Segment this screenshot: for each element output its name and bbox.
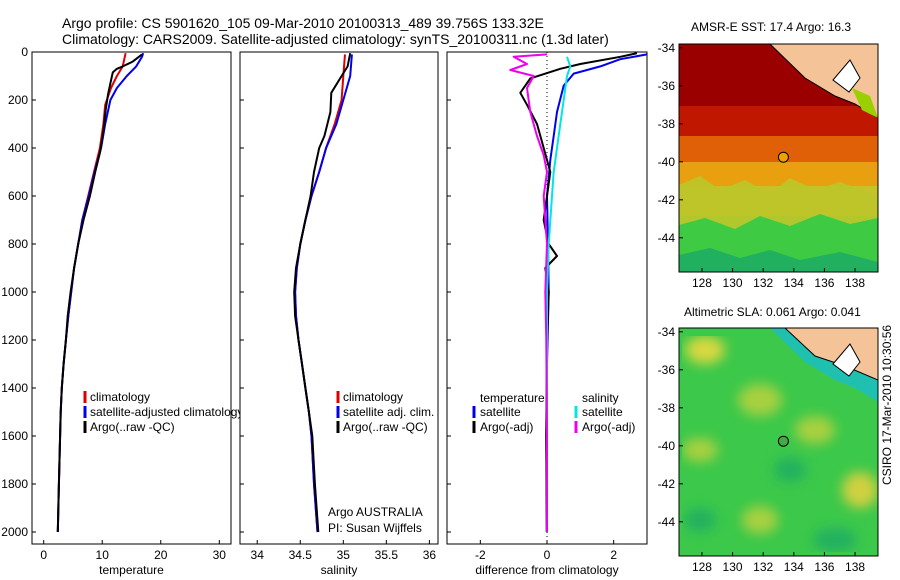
y-tick-label: 1800 bbox=[1, 477, 28, 491]
figure-title-line1: Argo profile: CS 5901620_105 09-Mar-2010… bbox=[62, 15, 544, 31]
x-tick-label: 30 bbox=[213, 548, 227, 562]
x-tick-label: 10 bbox=[96, 548, 110, 562]
sla-map-title: Altimetric SLA: 0.061 Argo: 0.041 bbox=[684, 305, 861, 319]
map-lat-label: -42 bbox=[658, 193, 676, 207]
series-line-temperature-argo-adj- bbox=[519, 52, 638, 533]
map-lat-label: -36 bbox=[658, 363, 676, 377]
legend-label: satellite-adjusted climatology bbox=[90, 405, 243, 419]
map-lon-label: 128 bbox=[692, 276, 712, 290]
source-annotation: PI: Susan Wijffels bbox=[328, 521, 422, 535]
series-line-salinity-satellite bbox=[546, 56, 572, 532]
y-tick-label: 400 bbox=[8, 141, 28, 155]
map-lon-label: 138 bbox=[845, 560, 865, 574]
map-lon-label: 130 bbox=[723, 276, 743, 290]
legend-label: Argo(..raw -QC) bbox=[90, 420, 175, 434]
map-lat-label: -44 bbox=[658, 231, 676, 245]
map-lat-label: -34 bbox=[658, 325, 676, 339]
sst-float-marker bbox=[777, 151, 789, 163]
temperature-panel: 0 10 20 30 temperature 0 200 400 600 800 1000 1200 1… bbox=[1, 45, 243, 577]
y-tick-label: 1200 bbox=[1, 333, 28, 347]
y-tick-label: 1600 bbox=[1, 429, 28, 443]
map-lat-label: -40 bbox=[658, 155, 676, 169]
legend-label: satellite bbox=[480, 405, 521, 419]
sla-map: 128 130 132 134 136 138 -34 -36 -38 -40 -42 -44 bbox=[658, 325, 879, 574]
figure-title-line2: Climatology: CARS2009. Satellite-adjuste… bbox=[62, 31, 609, 47]
y-tick-label: 600 bbox=[8, 189, 28, 203]
x-tick-label: 35 bbox=[337, 548, 351, 562]
x-tick-label: 2 bbox=[610, 548, 617, 562]
legend-label: Argo(-adj) bbox=[480, 420, 533, 434]
x-tick-label: 35.5 bbox=[375, 548, 399, 562]
x-tick-label: 36 bbox=[423, 548, 437, 562]
x-tick-label: 0 bbox=[40, 548, 47, 562]
x-tick-label: 34 bbox=[251, 548, 265, 562]
map-lon-label: 132 bbox=[753, 560, 773, 574]
sst-map: 128 130 132 134 136 138 -34 -36 -38 -40 -42 -44 bbox=[658, 41, 879, 290]
legend-label: Argo(-adj) bbox=[582, 420, 635, 434]
x-axis-label: salinity bbox=[321, 563, 358, 577]
map-lon-label: 136 bbox=[814, 276, 834, 290]
map-lat-label: -38 bbox=[658, 117, 676, 131]
map-lat-label: -34 bbox=[658, 41, 676, 55]
map-lat-label: -36 bbox=[658, 79, 676, 93]
sla-float-marker bbox=[777, 435, 789, 447]
map-lat-label: -42 bbox=[658, 477, 676, 491]
map-lon-label: 130 bbox=[723, 560, 743, 574]
map-lon-label: 138 bbox=[845, 276, 865, 290]
legend-label: Argo(..raw -QC) bbox=[343, 420, 428, 434]
legend-title-temperature: temperature bbox=[480, 391, 545, 405]
legend-label: satellite bbox=[582, 405, 623, 419]
legend-label: climatology bbox=[343, 390, 403, 404]
map-lon-label: 134 bbox=[784, 560, 804, 574]
map-lon-label: 136 bbox=[814, 560, 834, 574]
salinity-panel: 34 34.5 35 35.5 36 salinity climatologysatell… bbox=[239, 51, 439, 577]
map-lat-label: -40 bbox=[658, 439, 676, 453]
map-lon-label: 134 bbox=[784, 276, 804, 290]
map-lat-label: -38 bbox=[658, 401, 676, 415]
y-tick-label: 1000 bbox=[1, 285, 28, 299]
x-tick-label: 0 bbox=[544, 548, 551, 562]
sst-map-title: AMSR-E SST: 17.4 Argo: 16.3 bbox=[691, 20, 852, 34]
legend-label: climatology bbox=[90, 390, 150, 404]
y-tick-label: 2000 bbox=[1, 525, 28, 539]
x-axis-label: difference from climatology bbox=[475, 563, 618, 577]
legend-label: satellite adj. clim. bbox=[343, 405, 434, 419]
series-line-salinity-argo-adj- bbox=[509, 53, 548, 532]
map-lat-label: -44 bbox=[658, 515, 676, 529]
y-tick-label: 0 bbox=[21, 45, 28, 59]
legend-title-salinity: salinity bbox=[582, 391, 619, 405]
x-axis-label: temperature bbox=[99, 563, 164, 577]
y-tick-label: 800 bbox=[8, 237, 28, 251]
x-tick-label: -2 bbox=[475, 548, 486, 562]
y-tick-label: 200 bbox=[8, 93, 28, 107]
series-line-argo-raw-qc- bbox=[56, 53, 143, 533]
x-tick-label: 20 bbox=[154, 548, 168, 562]
map-lon-label: 132 bbox=[753, 276, 773, 290]
series-line-argo-raw-qc- bbox=[293, 53, 352, 533]
source-annotation: Argo AUSTRALIA bbox=[328, 505, 423, 519]
x-tick-label: 34.5 bbox=[289, 548, 313, 562]
map-lon-label: 128 bbox=[692, 560, 712, 574]
y-tick-label: 1400 bbox=[1, 381, 28, 395]
